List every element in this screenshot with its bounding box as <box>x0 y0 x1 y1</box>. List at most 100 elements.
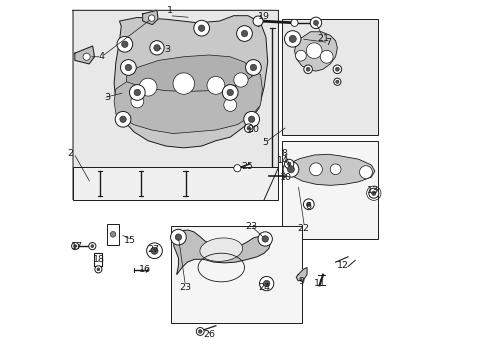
Text: 2: 2 <box>67 149 73 158</box>
Circle shape <box>248 116 254 122</box>
Circle shape <box>193 20 209 36</box>
Circle shape <box>224 99 236 111</box>
Circle shape <box>259 276 273 291</box>
Circle shape <box>333 78 340 85</box>
Circle shape <box>110 231 116 237</box>
Circle shape <box>305 67 309 71</box>
Circle shape <box>303 199 313 210</box>
Polygon shape <box>73 10 278 200</box>
Circle shape <box>368 188 378 198</box>
Text: 15: 15 <box>123 236 135 245</box>
Text: 10: 10 <box>279 173 291 182</box>
Circle shape <box>88 243 96 249</box>
Circle shape <box>241 30 247 37</box>
Circle shape <box>131 95 143 108</box>
Circle shape <box>139 78 157 96</box>
Circle shape <box>295 50 305 61</box>
Circle shape <box>305 43 322 59</box>
Circle shape <box>97 268 100 271</box>
Text: 24: 24 <box>258 283 269 292</box>
Circle shape <box>146 243 162 258</box>
Polygon shape <box>114 16 267 148</box>
Text: 1: 1 <box>166 6 172 15</box>
Text: 23: 23 <box>179 283 191 292</box>
Circle shape <box>306 202 310 206</box>
Polygon shape <box>75 46 94 64</box>
Text: 19: 19 <box>258 12 269 21</box>
Text: 11: 11 <box>314 279 325 288</box>
Text: 6: 6 <box>305 202 311 211</box>
Circle shape <box>117 36 132 52</box>
Text: 13: 13 <box>366 186 378 195</box>
Text: 16: 16 <box>139 265 151 274</box>
Circle shape <box>335 67 339 71</box>
Text: 9: 9 <box>297 277 304 286</box>
Text: 26: 26 <box>203 330 215 339</box>
Bar <box>171 226 301 323</box>
Circle shape <box>115 111 131 127</box>
Circle shape <box>148 15 155 21</box>
Circle shape <box>153 45 160 51</box>
Circle shape <box>329 164 340 175</box>
Circle shape <box>170 229 186 245</box>
Circle shape <box>222 85 238 100</box>
Text: 3: 3 <box>164 45 170 54</box>
Text: 14: 14 <box>277 156 288 165</box>
Circle shape <box>95 266 102 273</box>
Circle shape <box>245 60 261 75</box>
Circle shape <box>335 80 338 84</box>
Circle shape <box>83 53 90 60</box>
Circle shape <box>246 126 250 130</box>
Circle shape <box>226 89 233 96</box>
Ellipse shape <box>200 238 242 261</box>
Circle shape <box>175 234 181 240</box>
Circle shape <box>198 25 204 31</box>
Circle shape <box>120 116 126 122</box>
Circle shape <box>206 76 224 94</box>
Circle shape <box>149 41 164 55</box>
Circle shape <box>91 245 94 248</box>
Circle shape <box>258 232 272 246</box>
Circle shape <box>196 328 203 336</box>
Text: 7: 7 <box>325 38 331 47</box>
Circle shape <box>313 20 318 25</box>
Circle shape <box>309 17 321 28</box>
Text: 18: 18 <box>93 255 104 264</box>
Polygon shape <box>296 267 306 281</box>
Circle shape <box>151 247 158 254</box>
Circle shape <box>233 73 247 87</box>
Circle shape <box>290 19 298 26</box>
Circle shape <box>332 65 341 73</box>
Circle shape <box>371 191 375 195</box>
Text: 21: 21 <box>316 35 328 44</box>
Circle shape <box>284 31 300 47</box>
Polygon shape <box>173 230 270 275</box>
Text: 5: 5 <box>262 138 268 147</box>
Text: 22: 22 <box>297 224 309 233</box>
Bar <box>73 167 278 200</box>
Circle shape <box>122 41 128 48</box>
Circle shape <box>263 280 269 287</box>
Circle shape <box>288 35 296 42</box>
Circle shape <box>173 73 194 94</box>
Circle shape <box>309 163 322 176</box>
Text: 20: 20 <box>247 126 259 135</box>
Text: 17: 17 <box>71 242 83 251</box>
Text: 25: 25 <box>241 162 253 171</box>
Bar <box>107 224 119 245</box>
Polygon shape <box>142 10 158 24</box>
Circle shape <box>359 166 372 179</box>
Circle shape <box>233 165 241 172</box>
Circle shape <box>74 245 77 248</box>
Circle shape <box>303 65 312 73</box>
Text: 3: 3 <box>103 93 110 102</box>
Circle shape <box>250 64 256 71</box>
Circle shape <box>253 16 263 26</box>
Circle shape <box>198 330 202 333</box>
Circle shape <box>320 50 332 63</box>
Text: 27: 27 <box>147 245 159 254</box>
Text: 4: 4 <box>99 52 104 61</box>
Circle shape <box>244 111 259 127</box>
Circle shape <box>134 89 140 96</box>
Circle shape <box>287 162 290 166</box>
